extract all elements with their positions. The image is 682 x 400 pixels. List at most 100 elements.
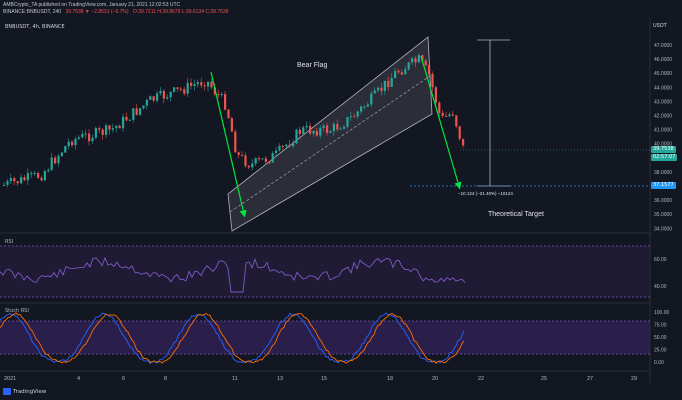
price-tick-label: 44.0000 — [654, 85, 672, 91]
candle-body — [309, 125, 312, 134]
last-price-tag: 39.7538 — [651, 146, 676, 153]
time-tick-label: 22 — [478, 376, 484, 382]
candle-body — [278, 145, 281, 151]
candle-body — [183, 89, 186, 94]
candle-body — [254, 158, 257, 164]
time-tick-label: 20 — [432, 376, 438, 382]
candle-body — [237, 152, 240, 155]
candle-body — [115, 125, 118, 129]
candle-body — [176, 87, 179, 89]
symbol-info: BINANCE:BNBUSDT, 240 39.7538 ▼ −2.8531 (… — [3, 9, 228, 15]
candle-body — [207, 81, 210, 87]
candle-body — [268, 161, 271, 163]
candle-body — [455, 115, 458, 127]
candle-body — [373, 90, 376, 94]
candle-body — [23, 177, 26, 181]
rsi-label: RSI — [5, 239, 14, 245]
candle-body — [30, 173, 33, 175]
candle-body — [326, 125, 329, 133]
candle-body — [47, 169, 50, 172]
candle-body — [77, 137, 80, 139]
target-price-tag: 37.1577 — [651, 182, 676, 189]
candle-body — [13, 178, 16, 182]
candle-body — [200, 82, 203, 86]
candle-body — [142, 105, 145, 109]
candle-body — [261, 158, 264, 160]
candle-body — [451, 114, 454, 116]
candle-body — [84, 133, 87, 135]
candle-body — [281, 145, 284, 147]
candle-body — [196, 82, 199, 85]
candle-body — [122, 116, 125, 129]
candle-body — [71, 141, 74, 146]
candle-body — [356, 111, 359, 117]
candle-body — [74, 138, 77, 146]
time-tick-label: 2021 — [4, 376, 16, 382]
candle-body — [193, 84, 196, 86]
candle-body — [407, 62, 410, 70]
rsi-band — [0, 246, 650, 297]
ohlc-values: O:39.7211 H:39.8679 L:39.6134 C:39.7538 — [132, 9, 229, 15]
stoch-label: Stoch RSI — [5, 308, 29, 314]
measure-label: −10.124 (−21.40%) −10124 — [456, 190, 515, 197]
channel-midline — [229, 75, 431, 213]
candle-body — [390, 77, 393, 87]
candle-body — [332, 124, 335, 132]
candle-body — [322, 125, 325, 129]
candle-body — [336, 124, 339, 130]
published-info: AMBCrypto_TA published on TradingView.co… — [3, 2, 181, 8]
candle-body — [16, 181, 19, 184]
candle-body — [434, 87, 437, 103]
candle-body — [394, 70, 397, 78]
candle-body — [50, 157, 53, 170]
price-change: 39.7538 ▼ −2.8531 (−6.7%) — [65, 9, 129, 15]
candle-body — [173, 87, 176, 92]
price-tick-label: 38.0000 — [654, 170, 672, 176]
symbol-line: BINANCE:BNBUSDT, 240 — [3, 9, 62, 15]
candle-body — [60, 152, 63, 156]
candle-body — [275, 150, 278, 154]
candle-body — [67, 141, 70, 147]
time-tick-label: 11 — [232, 376, 238, 382]
rsi-tick-label: 40.00 — [654, 284, 667, 290]
candle-body — [149, 96, 152, 100]
legend-title: BNBUSDT, 4h, BINANCE — [5, 24, 65, 30]
candle-body — [315, 131, 318, 136]
candle-body — [400, 72, 403, 75]
candlestick-series — [3, 53, 465, 188]
candle-body — [251, 163, 254, 168]
candle-body — [3, 184, 6, 186]
candle-body — [156, 93, 159, 101]
price-tick-label: 34.0000 — [654, 226, 672, 232]
candle-body — [360, 106, 363, 112]
stoch-tick-label: 25.00 — [654, 348, 667, 354]
candle-body — [128, 119, 131, 121]
footer-brand[interactable]: TradingView — [3, 388, 46, 395]
candle-body — [312, 131, 315, 134]
indicator-series — [0, 256, 466, 364]
candle-body — [349, 116, 352, 118]
candle-body — [264, 158, 267, 162]
candle-body — [343, 126, 346, 129]
candle-body — [203, 85, 206, 87]
candle-body — [247, 165, 250, 168]
stoch-d-line — [0, 312, 465, 364]
candle-body — [94, 128, 97, 138]
stoch-tick-label: 0.00 — [654, 360, 664, 366]
candle-body — [186, 82, 189, 94]
candle-body — [295, 129, 298, 144]
candle-body — [404, 69, 407, 75]
candle-body — [111, 128, 114, 130]
candle-body — [329, 131, 332, 133]
candle-body — [132, 108, 135, 120]
candle-body — [217, 94, 220, 96]
candle-body — [40, 177, 43, 181]
candle-body — [377, 87, 380, 91]
candle-body — [346, 117, 349, 127]
candle-body — [139, 108, 142, 115]
stoch-k-line — [0, 312, 465, 364]
time-tick-label: 8 — [164, 376, 167, 382]
time-tick-label: 29 — [631, 376, 637, 382]
